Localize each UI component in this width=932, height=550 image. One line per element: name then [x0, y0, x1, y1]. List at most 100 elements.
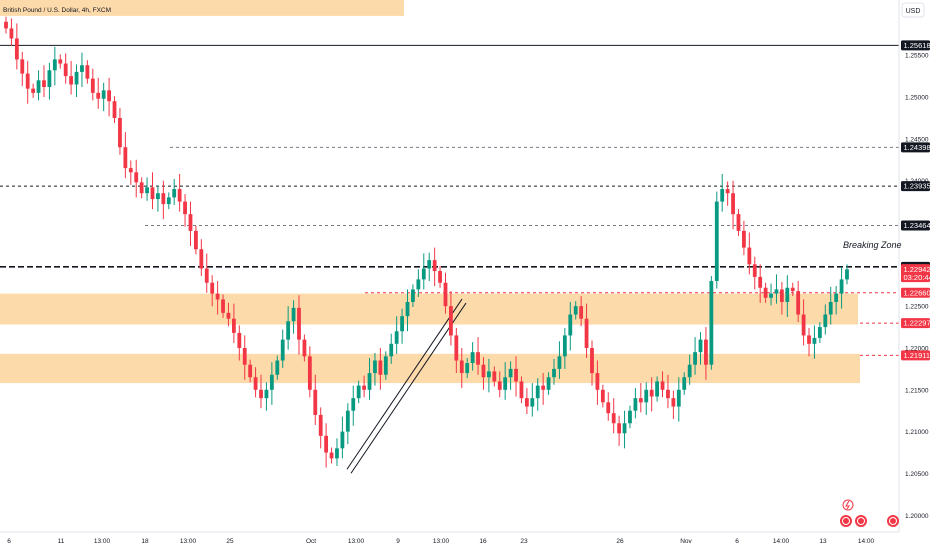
time-tick-label: 14:00 [773, 538, 790, 545]
candle-body [107, 90, 111, 102]
candle-body [318, 414, 323, 436]
candle-body [194, 230, 198, 250]
currency-label: USD [906, 8, 921, 15]
candle-body [573, 306, 578, 315]
candle-body [416, 279, 421, 290]
candle-body [378, 360, 383, 375]
candle-body [655, 381, 659, 397]
candle-body [747, 247, 752, 265]
price-axis[interactable]: 1.255001.250001.245001.240001.235001.230… [905, 53, 929, 520]
candle-body [74, 71, 79, 85]
candle-body [52, 59, 57, 71]
economic-event-icon[interactable] [840, 515, 852, 527]
price-tag-label: 1.25618 [904, 41, 931, 50]
trendline [346, 298, 463, 470]
candle-body [215, 293, 220, 300]
candle-body [801, 314, 806, 336]
price-tag: 1.24398 [901, 142, 931, 153]
candle-body [617, 423, 622, 434]
candle-body [253, 377, 258, 390]
price-tick-label: 1.21500 [905, 387, 929, 394]
candle-body [345, 410, 350, 432]
candle-body [139, 182, 144, 194]
candle-body [742, 230, 746, 248]
price-tag-box [901, 142, 930, 153]
candle-body [42, 80, 46, 87]
price-tag-label: 1.21911 [904, 351, 931, 360]
candle-body [118, 117, 122, 148]
candle-body [698, 339, 703, 353]
candle-body [351, 398, 356, 411]
flash-icon[interactable] [842, 499, 854, 511]
candle-body [633, 398, 638, 411]
candle-body [595, 373, 600, 390]
candle-body [731, 193, 735, 215]
candle-body [231, 318, 236, 333]
currency-button[interactable]: USD [901, 2, 925, 18]
candle-body [562, 335, 567, 357]
candle-body [20, 59, 25, 74]
candle-body [834, 293, 839, 302]
candle-body [362, 385, 367, 390]
candle-body [335, 448, 339, 459]
candle-body [411, 289, 415, 302]
candle-body [676, 389, 681, 407]
candle-body [291, 307, 296, 322]
price-tag-label: 1.23464 [904, 221, 931, 230]
candle-body [4, 21, 8, 29]
candle-body [183, 201, 187, 215]
economic-event-icon[interactable] [887, 515, 899, 527]
candle-body [123, 147, 128, 169]
candle-body [394, 331, 399, 344]
candle-body [709, 281, 714, 365]
candle-body [752, 264, 757, 277]
candle-body [671, 398, 676, 407]
candle-body [535, 385, 540, 399]
candle-body [465, 363, 470, 374]
candle-body [221, 299, 225, 313]
price-tick-label: 1.22500 [905, 304, 929, 311]
candlesticks [4, 16, 849, 468]
candle-body [470, 352, 475, 364]
candle-body [492, 371, 497, 382]
price-tag: 1.21911 [901, 350, 931, 361]
time-tick-label: Nov [680, 538, 692, 545]
candle-body [356, 385, 361, 399]
candle-body [96, 92, 101, 99]
price-tag: 1.22297 [901, 318, 931, 329]
candle-body [839, 279, 844, 294]
candle-body [47, 70, 52, 87]
candle-body [112, 101, 117, 118]
candle-body [101, 90, 106, 99]
candle-body [796, 291, 801, 315]
candle-body [666, 389, 670, 399]
candle-body [280, 339, 285, 361]
price-tick-label: 1.21000 [905, 429, 929, 436]
candle-body [557, 356, 562, 369]
time-axis[interactable]: 6 11 13:00 18 13:00 25 Oct 13:00 9 13:00 16 23 26 Nov… [7, 538, 874, 545]
price-tag-label: 1.24398 [904, 143, 931, 152]
candle-body [519, 381, 524, 399]
candle-body [63, 63, 68, 77]
candle-body [579, 306, 584, 319]
candle-body [443, 282, 448, 307]
time-tick-label: 18 [141, 538, 149, 545]
price-tag-box [901, 287, 930, 298]
economic-event-icon[interactable] [855, 515, 867, 527]
candle-body [172, 189, 177, 198]
price-tick-label: 1.20500 [905, 471, 929, 478]
candle-body [720, 189, 725, 202]
candle-body [438, 271, 442, 283]
price-tag-label: 1.22297 [904, 319, 931, 328]
candle-body [177, 189, 182, 202]
candle-body [188, 214, 193, 231]
candle-body [204, 268, 209, 283]
highlight-zone [0, 0, 404, 16]
candle-body [774, 289, 779, 294]
candle-body [31, 88, 36, 93]
candle-body [226, 312, 231, 319]
candle-body [80, 65, 84, 72]
candle-body [340, 431, 345, 449]
